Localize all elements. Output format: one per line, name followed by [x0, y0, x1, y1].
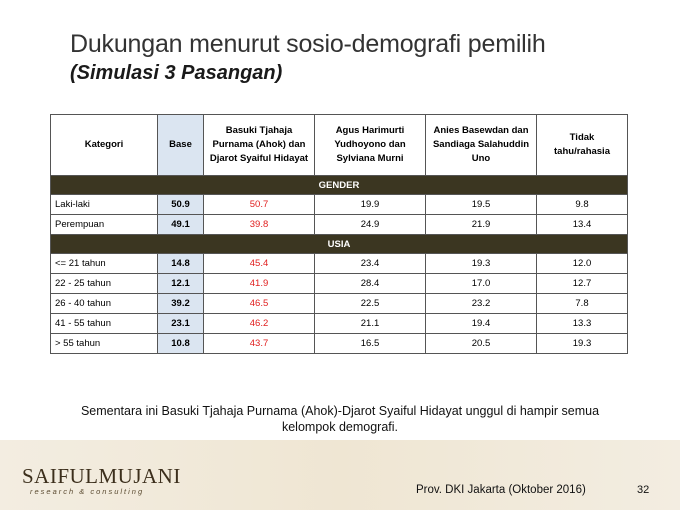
- header-candidate-3: Anies Basewdan dan Sandiaga Salahuddin U…: [425, 114, 537, 176]
- row-undecided: 9.8: [536, 194, 628, 215]
- row-base: 12.1: [157, 273, 204, 294]
- brand-tagline: research & consulting: [30, 487, 145, 496]
- section-label: USIA: [50, 234, 628, 254]
- footer-band: [0, 440, 680, 510]
- row-candidate-3: 21.9: [425, 214, 537, 235]
- row-candidate-3: 23.2: [425, 293, 537, 314]
- row-candidate-3: 19.3: [425, 253, 537, 274]
- row-base: 14.8: [157, 253, 204, 274]
- row-category: Laki-laki: [50, 194, 158, 215]
- header-candidate-2: Agus Harimurti Yudhoyono dan Sylviana Mu…: [314, 114, 426, 176]
- row-candidate-1: 39.8: [203, 214, 315, 235]
- row-category: > 55 tahun: [50, 333, 158, 354]
- row-category: 26 - 40 tahun: [50, 293, 158, 314]
- demographic-support-table: Kategori Base Basuki Tjahaja Purnama (Ah…: [50, 114, 628, 354]
- header-base: Base: [157, 114, 204, 176]
- row-candidate-2: 28.4: [314, 273, 426, 294]
- row-category: Perempuan: [50, 214, 158, 235]
- row-category: 41 - 55 tahun: [50, 313, 158, 334]
- header-candidate-1: Basuki Tjahaja Purnama (Ahok) dan Djarot…: [203, 114, 315, 176]
- source-label: Prov. DKI Jakarta (Oktober 2016): [416, 484, 586, 496]
- brand-logo: SAIFULMUJANI: [22, 464, 181, 488]
- slide-subtitle: (Simulasi 3 Pasangan): [70, 62, 283, 84]
- table-row: Perempuan 49.1 39.8 24.9 21.9 13.4: [50, 214, 628, 235]
- row-base: 10.8: [157, 333, 204, 354]
- row-candidate-2: 24.9: [314, 214, 426, 235]
- table-row: 22 - 25 tahun 12.1 41.9 28.4 17.0 12.7: [50, 273, 628, 294]
- row-undecided: 19.3: [536, 333, 628, 354]
- row-undecided: 12.7: [536, 273, 628, 294]
- table-row: Laki-laki 50.9 50.7 19.9 19.5 9.8: [50, 194, 628, 215]
- row-undecided: 7.8: [536, 293, 628, 314]
- row-undecided: 13.4: [536, 214, 628, 235]
- row-candidate-1: 41.9: [203, 273, 315, 294]
- row-candidate-2: 19.9: [314, 194, 426, 215]
- row-candidate-3: 19.4: [425, 313, 537, 334]
- table-row: 41 - 55 tahun 23.1 46.2 21.1 19.4 13.3: [50, 313, 628, 334]
- table-row: <= 21 tahun 14.8 45.4 23.4 19.3 12.0: [50, 253, 628, 274]
- row-base: 23.1: [157, 313, 204, 334]
- row-candidate-2: 21.1: [314, 313, 426, 334]
- row-candidate-3: 20.5: [425, 333, 537, 354]
- row-base: 39.2: [157, 293, 204, 314]
- row-category: 22 - 25 tahun: [50, 273, 158, 294]
- section-row-gender: GENDER: [50, 175, 628, 195]
- table-row: 26 - 40 tahun 39.2 46.5 22.5 23.2 7.8: [50, 293, 628, 314]
- row-category: <= 21 tahun: [50, 253, 158, 274]
- row-undecided: 12.0: [536, 253, 628, 274]
- section-row-usia: USIA: [50, 234, 628, 254]
- row-candidate-2: 23.4: [314, 253, 426, 274]
- row-candidate-1: 45.4: [203, 253, 315, 274]
- section-label: GENDER: [50, 175, 628, 195]
- page-number: 32: [637, 484, 650, 496]
- table-header-row: Kategori Base Basuki Tjahaja Purnama (Ah…: [50, 114, 628, 176]
- row-base: 49.1: [157, 214, 204, 235]
- row-candidate-3: 17.0: [425, 273, 537, 294]
- row-candidate-1: 46.2: [203, 313, 315, 334]
- table-row: > 55 tahun 10.8 43.7 16.5 20.5 19.3: [50, 333, 628, 354]
- row-candidate-3: 19.5: [425, 194, 537, 215]
- row-candidate-1: 50.7: [203, 194, 315, 215]
- row-candidate-2: 16.5: [314, 333, 426, 354]
- row-candidate-2: 22.5: [314, 293, 426, 314]
- row-undecided: 13.3: [536, 313, 628, 334]
- slide-title: Dukungan menurut sosio-demografi pemilih: [70, 30, 546, 58]
- row-candidate-1: 43.7: [203, 333, 315, 354]
- row-base: 50.9: [157, 194, 204, 215]
- summary-note: Sementara ini Basuki Tjahaja Purnama (Ah…: [80, 404, 600, 434]
- row-candidate-1: 46.5: [203, 293, 315, 314]
- header-kategori: Kategori: [50, 114, 158, 176]
- header-undecided: Tidak tahu/rahasia: [536, 114, 628, 176]
